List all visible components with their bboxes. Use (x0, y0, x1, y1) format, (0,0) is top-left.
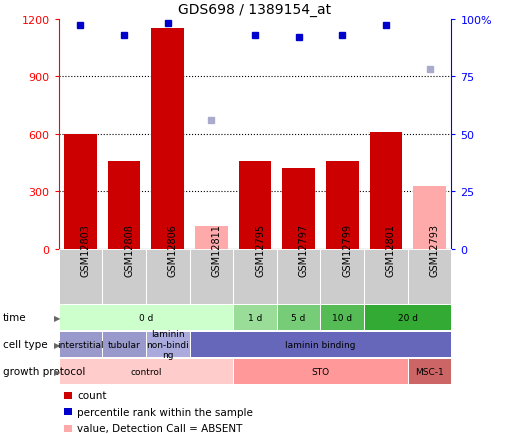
Text: GSM12799: GSM12799 (342, 224, 352, 277)
Text: STO: STO (311, 367, 329, 376)
Text: ▶: ▶ (53, 367, 60, 376)
Text: 0 d: 0 d (138, 313, 153, 322)
Bar (64, 135, 97, 250)
Text: control: control (130, 367, 161, 376)
Bar (151, 29, 184, 250)
Text: count: count (77, 391, 106, 400)
Title: GDS698 / 1389154_at: GDS698 / 1389154_at (178, 3, 331, 17)
Bar (325, 161, 358, 250)
Text: GSM12795: GSM12795 (254, 224, 265, 277)
Text: 1 d: 1 d (247, 313, 262, 322)
Text: value, Detection Call = ABSENT: value, Detection Call = ABSENT (77, 424, 242, 433)
Text: GSM12801: GSM12801 (385, 224, 395, 277)
Text: ▶: ▶ (53, 340, 60, 349)
Text: 5 d: 5 d (291, 313, 305, 322)
Text: tubular: tubular (107, 340, 140, 349)
Bar (281, 169, 315, 250)
Bar (194, 227, 228, 250)
Text: percentile rank within the sample: percentile rank within the sample (77, 407, 252, 417)
Text: time: time (3, 313, 26, 322)
Text: 20 d: 20 d (397, 313, 417, 322)
Text: growth protocol: growth protocol (3, 367, 85, 376)
Text: 10 d: 10 d (331, 313, 352, 322)
Text: GSM12803: GSM12803 (80, 224, 90, 277)
Bar (369, 133, 402, 250)
Text: GSM12806: GSM12806 (167, 224, 177, 277)
Text: laminin
non-bindi
ng: laminin non-bindi ng (146, 330, 189, 359)
Bar (238, 161, 271, 250)
Text: ▶: ▶ (53, 313, 60, 322)
Bar (412, 186, 445, 250)
Text: GSM12808: GSM12808 (124, 224, 134, 277)
Text: MSC-1: MSC-1 (414, 367, 443, 376)
Text: GSM12793: GSM12793 (429, 224, 439, 277)
Text: cell type: cell type (3, 340, 47, 349)
Bar (107, 161, 140, 250)
Text: laminin binding: laminin binding (285, 340, 355, 349)
Text: GSM12797: GSM12797 (298, 224, 308, 277)
Text: interstitial: interstitial (57, 340, 103, 349)
Text: GSM12811: GSM12811 (211, 224, 221, 277)
